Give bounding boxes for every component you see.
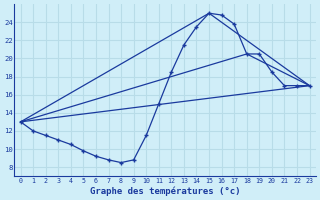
X-axis label: Graphe des températures (°c): Graphe des températures (°c) <box>90 186 240 196</box>
